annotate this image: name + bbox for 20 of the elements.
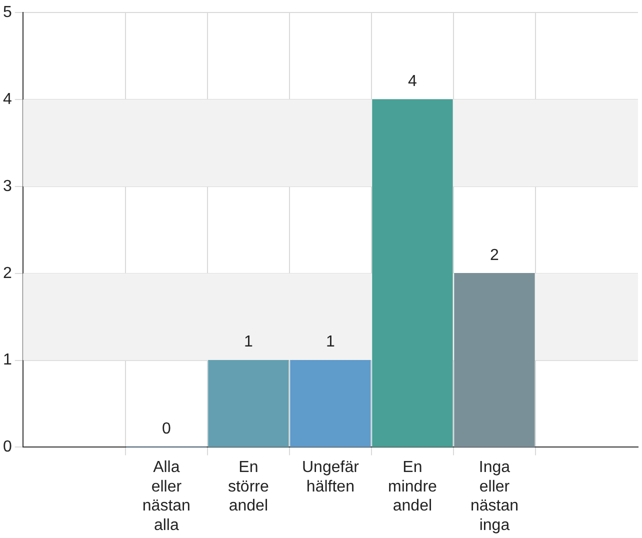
bar — [454, 273, 535, 448]
x-tick-label: Alla eller nästan alla — [142, 459, 190, 534]
y-tick-label: 3 — [2, 178, 12, 195]
data-label: 4 — [408, 72, 418, 90]
x-tick-label: En större andel — [228, 459, 269, 515]
data-label: 1 — [244, 334, 253, 351]
data-label: 2 — [490, 246, 500, 264]
y-tick-label: 1 — [2, 352, 12, 369]
bar — [290, 360, 371, 448]
data-label: 0 — [162, 420, 171, 438]
x-tick-label: En mindre andel — [388, 459, 438, 515]
bar — [208, 360, 289, 448]
y-tick-label: 4 — [2, 90, 12, 108]
y-tick-label: 5 — [2, 4, 12, 22]
x-tick-label: Ungefär hälften — [302, 459, 360, 496]
x-tick-label: Inga eller nästan inga — [470, 459, 518, 534]
y-tick-label: 0 — [2, 438, 12, 456]
bar — [372, 99, 453, 448]
data-label: 1 — [326, 334, 335, 351]
y-tick-label: 2 — [2, 264, 12, 282]
